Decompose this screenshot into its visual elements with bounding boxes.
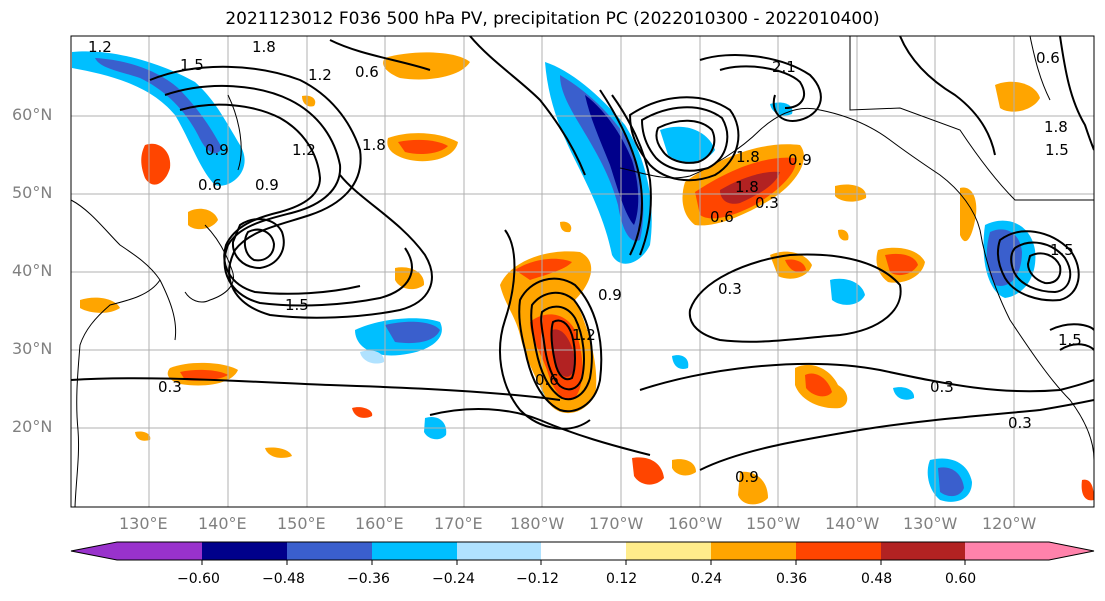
contour-label: 1.2 bbox=[308, 66, 332, 84]
lon-label: 160°W bbox=[668, 514, 723, 533]
contour-label: 0.6 bbox=[355, 63, 379, 81]
lon-label: 140°E bbox=[198, 514, 247, 533]
contour-label: 0.6 bbox=[535, 371, 559, 389]
contour-label: 1.2 bbox=[572, 326, 596, 344]
contour-label: 1.8 bbox=[735, 178, 759, 196]
map-title: 2021123012 F036 500 hPa PV, precipitatio… bbox=[225, 9, 880, 29]
contour-label: 0.9 bbox=[598, 286, 622, 304]
contour-label: 2.1 bbox=[772, 58, 796, 76]
contour-label: 1.8 bbox=[1044, 118, 1068, 136]
plot-frame bbox=[70, 35, 1095, 508]
colorbar-extend-low bbox=[71, 542, 117, 560]
contour-label: 0.6 bbox=[198, 176, 222, 194]
lat-label: 20°N bbox=[12, 417, 53, 436]
lon-label: 140°W bbox=[825, 514, 880, 533]
positive-anomaly-patches bbox=[80, 52, 1094, 505]
contour-label: 1.8 bbox=[362, 136, 386, 154]
pv-contours bbox=[71, 36, 1094, 471]
colorbar-tick-label: 0.12 bbox=[606, 571, 638, 587]
contour-label: 0.9 bbox=[735, 468, 759, 486]
contour-label: 1.8 bbox=[252, 38, 276, 56]
colorbar-extend-high bbox=[1049, 542, 1094, 560]
contour-label: 0.9 bbox=[788, 151, 812, 169]
contour-label: 1.5 bbox=[1058, 331, 1082, 349]
lon-label: 120°W bbox=[982, 514, 1037, 533]
colorbar-tick-label: 0.48 bbox=[861, 571, 893, 587]
lon-label: 180°W bbox=[510, 514, 565, 533]
contour-label: 1.5 bbox=[1050, 241, 1074, 259]
contour-label: 0.3 bbox=[755, 194, 779, 212]
contour-label: 1.2 bbox=[292, 141, 316, 159]
lon-label: 130°W bbox=[903, 514, 958, 533]
lon-label: 130°E bbox=[119, 514, 168, 533]
lat-label: 40°N bbox=[12, 261, 53, 280]
colorbar-tick-label: −0.12 bbox=[516, 571, 559, 587]
colorbar bbox=[70, 541, 1095, 565]
colorbar-tick-label: −0.36 bbox=[347, 571, 390, 587]
contour-label: 0.6 bbox=[710, 208, 734, 226]
lon-label: 170°E bbox=[434, 514, 483, 533]
colorbar-tick-label: 0.24 bbox=[691, 571, 723, 587]
contour-label: 1.5 bbox=[285, 296, 309, 314]
colorbar-tick-label: −0.60 bbox=[177, 571, 220, 587]
lon-label: 160°E bbox=[355, 514, 404, 533]
contour-label: 1.5 bbox=[180, 56, 204, 74]
lat-label: 60°N bbox=[12, 105, 53, 124]
colorbar-tick-label: 0.36 bbox=[776, 571, 808, 587]
lat-label: 50°N bbox=[12, 183, 53, 202]
contour-label: 0.3 bbox=[930, 378, 954, 396]
contour-label: 0.3 bbox=[1008, 414, 1032, 432]
graticule bbox=[71, 36, 1094, 507]
contour-label: 0.9 bbox=[205, 141, 229, 159]
contour-label: 1.8 bbox=[736, 148, 760, 166]
lat-label: 30°N bbox=[12, 339, 53, 358]
lon-label: 150°W bbox=[746, 514, 801, 533]
lon-label: 170°W bbox=[589, 514, 644, 533]
lon-label: 150°E bbox=[277, 514, 326, 533]
contour-label: 0.3 bbox=[718, 280, 742, 298]
contour-label: 0.3 bbox=[158, 378, 182, 396]
contour-label: 1.5 bbox=[1045, 141, 1069, 159]
contour-labels: 1.2 1.8 1.5 0.6 1.2 0.9 0.6 0.9 1.2 1.8 … bbox=[88, 38, 1082, 486]
contour-label: 0.6 bbox=[1036, 49, 1060, 67]
colorbar-tick-label: −0.48 bbox=[262, 571, 305, 587]
colorbar-tick-label: −0.24 bbox=[432, 571, 475, 587]
contour-label: 1.2 bbox=[88, 38, 112, 56]
colorbar-tick-label: 0.60 bbox=[945, 571, 977, 587]
contour-label: 0.9 bbox=[255, 176, 279, 194]
coastlines bbox=[71, 36, 1094, 507]
